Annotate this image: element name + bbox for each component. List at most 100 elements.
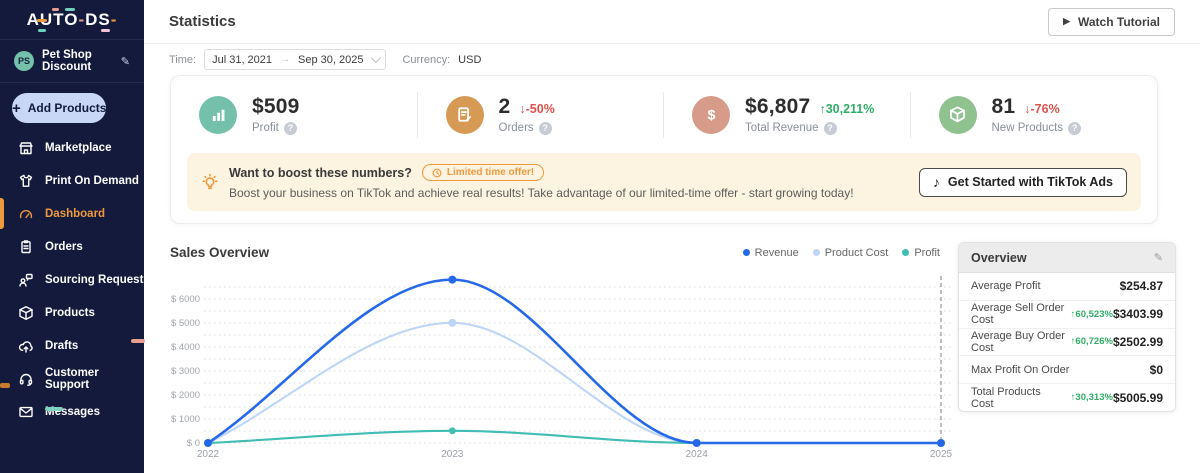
lightbulb-icon: [201, 173, 219, 191]
legend-product-cost[interactable]: Product Cost: [812, 246, 889, 259]
logo-accent: [65, 8, 75, 11]
overview-row-label: Total Products Cost: [971, 385, 1041, 410]
overview-row-pct: ↑60,726%: [1070, 336, 1113, 348]
cloud-upload-icon: [18, 338, 34, 354]
tiktok-icon: ♪: [932, 174, 940, 190]
help-icon[interactable]: ?: [538, 121, 552, 135]
decorative-dash: [131, 339, 145, 343]
stat-new-products: 81 ↓-76% New Products ?: [911, 76, 1158, 153]
overview-row-average-sell-order-cost: Average Sell Order Cost ↑60,523% $3403.99: [959, 299, 1175, 328]
sidebar-item-messages[interactable]: Messages: [0, 395, 144, 428]
sales-overview-header: Sales Overview Revenue Product Cost Prof…: [170, 245, 940, 260]
overview-row-value: $0: [1149, 362, 1163, 377]
arrow-right-icon: →: [280, 54, 291, 65]
tiktok-promo-banner: Want to boost these numbers? Limited tim…: [187, 153, 1141, 211]
plus-icon: +: [12, 99, 21, 117]
sidebar-item-orders[interactable]: Orders: [0, 230, 144, 263]
edit-store-icon[interactable]: ✎: [120, 55, 130, 68]
stat-label: Orders: [498, 122, 534, 134]
stat-change: ↓-50%: [519, 101, 555, 116]
overview-row-pct: ↑30,313%: [1070, 392, 1113, 404]
overview-row-value: $5005.99: [1112, 390, 1163, 405]
stat-total-revenue: $ $6,807 ↑30,211% Total Revenue ?: [664, 76, 911, 153]
sidebar-item-marketplace[interactable]: Marketplace: [0, 131, 144, 164]
svg-text:2025: 2025: [930, 449, 953, 460]
gauge-icon: [18, 206, 34, 222]
overview-row-max-profit-on-order: Max Profit On Order $0: [959, 355, 1175, 383]
logo-text: TO: [53, 9, 79, 29]
help-icon[interactable]: ?: [283, 121, 297, 135]
currency-value[interactable]: USD: [458, 53, 482, 66]
date-from[interactable]: Jul 31, 2021: [212, 53, 273, 66]
tiktok-cta-label: Get Started with TikTok Ads: [947, 175, 1113, 189]
overview-row-value: $254.87: [1119, 279, 1163, 294]
chevron-down-icon[interactable]: [371, 53, 382, 64]
edit-overview-icon[interactable]: ✎: [1153, 252, 1163, 264]
logo-text: -: [110, 9, 118, 29]
time-label: Time:: [169, 53, 197, 66]
sidebar-item-print-on-demand[interactable]: Print On Demand: [0, 164, 144, 197]
sidebar-item-label: Orders: [45, 240, 83, 253]
sidebar-item-drafts[interactable]: Drafts: [0, 329, 144, 362]
sales-chart: $ 0 $ 1000 $ 2000 $ 3000 $ 4000 $ 5000 $ 6000 2…: [170, 268, 955, 468]
svg-text:$ 4000: $ 4000: [171, 342, 200, 353]
date-to[interactable]: Sep 30, 2025: [298, 53, 364, 66]
legend-label: Revenue: [754, 246, 799, 259]
sidebar-item-customer-support[interactable]: Customer Support: [0, 362, 144, 395]
stat-value: 2: [498, 94, 511, 118]
tshirt-icon: [18, 173, 34, 189]
svg-text:2023: 2023: [441, 449, 464, 460]
legend-revenue[interactable]: Revenue: [742, 246, 799, 259]
overview-row-total-products-cost: Total Products Cost ↑30,313% $5005.99: [959, 383, 1175, 411]
overview-row-average-profit: Average Profit $254.87: [959, 273, 1175, 300]
help-icon[interactable]: ?: [1068, 121, 1082, 135]
decorative-dash: [0, 383, 10, 388]
logo-accent: [37, 19, 47, 22]
stat-profit: $509 Profit ?: [171, 76, 418, 153]
box-icon: [18, 305, 34, 321]
sidebar-item-label: Drafts: [45, 339, 79, 352]
overview-row-label: Average Sell Order Cost: [971, 302, 1065, 327]
add-products-button[interactable]: + Add Products: [12, 93, 107, 123]
sidebar-item-dashboard[interactable]: Dashboard: [0, 197, 144, 230]
svg-text:$ 3000: $ 3000: [171, 366, 200, 377]
limited-offer-badge: Limited time offer!: [421, 164, 545, 181]
svg-text:$ 0: $ 0: [187, 438, 200, 449]
sidebar-item-label: Products: [45, 306, 95, 319]
play-icon: ▶: [1063, 16, 1070, 26]
sidebar-item-sourcing-request[interactable]: Sourcing Request: [0, 263, 144, 296]
watch-tutorial-button[interactable]: ▶ Watch Tutorial: [1048, 7, 1175, 36]
overview-row-pct: ↑60,523%: [1070, 308, 1113, 320]
sidebar-item-products[interactable]: Products: [0, 296, 144, 329]
bar-chart-icon: [199, 95, 237, 134]
package-icon: [938, 95, 977, 134]
date-range-picker[interactable]: Jul 31, 2021 → Sep 30, 2025: [204, 49, 387, 70]
store-avatar: PS: [14, 51, 34, 71]
overview-row-value: $2502.99: [1112, 334, 1163, 349]
watch-tutorial-label: Watch Tutorial: [1078, 14, 1160, 29]
clock-icon: [432, 168, 442, 177]
page-title: Statistics: [169, 13, 236, 30]
legend-profit[interactable]: Profit: [902, 247, 940, 259]
sidebar-item-label: Sourcing Request: [45, 273, 144, 286]
banner-title: Want to boost these numbers?: [229, 165, 412, 180]
svg-text:$: $: [707, 107, 715, 123]
divider: [0, 82, 144, 83]
chart-legend: Revenue Product Cost Profit: [742, 246, 940, 259]
logo-accent: [52, 8, 59, 11]
legend-label: Product Cost: [824, 246, 889, 259]
sidebar: AUTO-DS- PS Pet Shop Discount ✎ + Add Pr…: [0, 0, 145, 473]
tiktok-ads-cta-button[interactable]: ♪ Get Started with TikTok Ads: [918, 167, 1127, 197]
svg-text:$ 5000: $ 5000: [171, 318, 200, 329]
logo-accent: [101, 29, 110, 32]
overview-panel: Overview ✎ Average Profit $254.87 Averag…: [958, 242, 1176, 412]
sidebar-item-label: Print On Demand: [45, 174, 139, 187]
sidebar-item-label: Dashboard: [45, 207, 106, 220]
overview-row-label: Max Profit On Order: [971, 363, 1070, 376]
store-selector[interactable]: PS Pet Shop Discount ✎: [0, 46, 144, 76]
banner-text: Boost your business on TikTok and achiev…: [229, 186, 854, 200]
help-icon[interactable]: ?: [823, 121, 837, 135]
currency-label: Currency:: [402, 53, 451, 66]
stat-label: Profit: [252, 122, 279, 134]
